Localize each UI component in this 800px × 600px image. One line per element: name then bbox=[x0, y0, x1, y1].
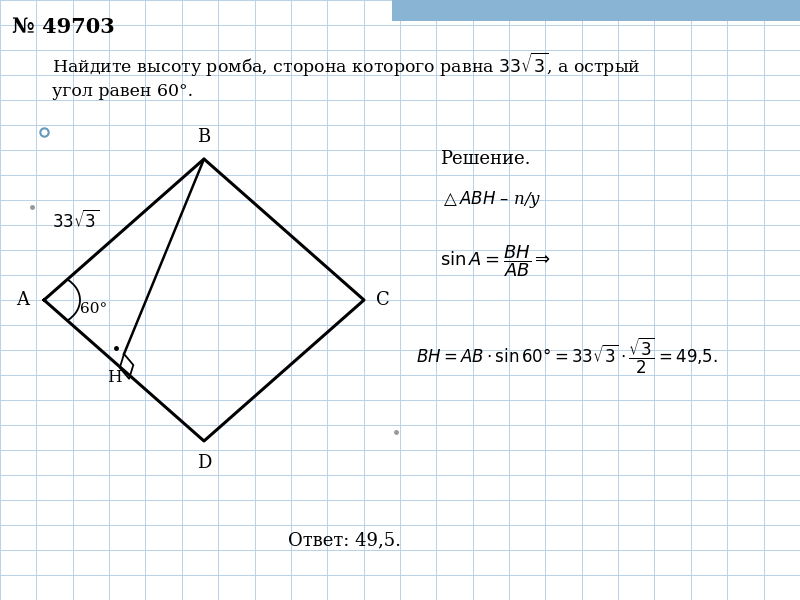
Text: $33\sqrt{3}$: $33\sqrt{3}$ bbox=[53, 209, 100, 232]
Text: Ответ: 49,5.: Ответ: 49,5. bbox=[288, 531, 401, 549]
Text: Решение.: Решение. bbox=[440, 150, 530, 168]
Bar bbox=[392, 0, 800, 21]
Text: H: H bbox=[107, 369, 122, 386]
Text: $BH = AB \cdot \sin 60° = 33\sqrt{3} \cdot \dfrac{\sqrt{3}}{2} = 49{,}5.$: $BH = AB \cdot \sin 60° = 33\sqrt{3} \cd… bbox=[416, 336, 718, 376]
Text: A: A bbox=[17, 291, 30, 309]
Text: угол равен 60°.: угол равен 60°. bbox=[52, 83, 193, 100]
Text: C: C bbox=[376, 291, 390, 309]
Text: Найдите высоту ромба, сторона которого равна $33\sqrt{3}$, а острый: Найдите высоту ромба, сторона которого р… bbox=[52, 51, 641, 79]
Text: $\triangle ABH$ – n/y: $\triangle ABH$ – n/y bbox=[440, 189, 542, 210]
Text: № 49703: № 49703 bbox=[12, 17, 114, 37]
Text: B: B bbox=[198, 128, 210, 146]
Text: $\sin A = \dfrac{BH}{AB} \Rightarrow$: $\sin A = \dfrac{BH}{AB} \Rightarrow$ bbox=[440, 243, 551, 278]
Text: D: D bbox=[197, 454, 211, 472]
Text: 60°: 60° bbox=[80, 302, 107, 316]
